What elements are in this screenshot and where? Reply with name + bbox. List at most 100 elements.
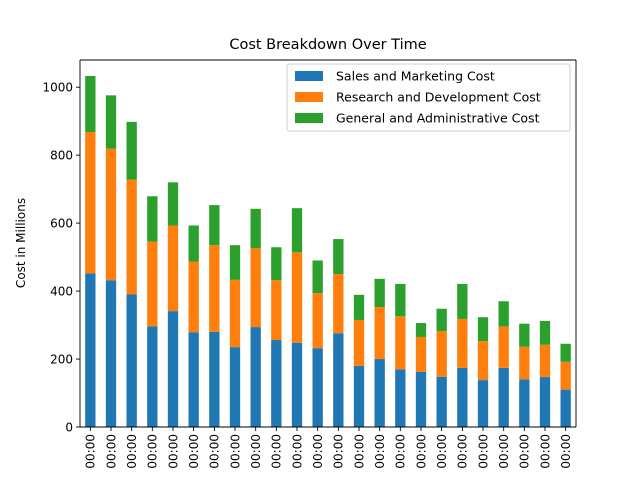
legend-swatch-1 (295, 71, 323, 81)
bar-series1-18 (436, 376, 447, 427)
bar-series1-10 (271, 340, 282, 427)
bar-series2-10 (271, 280, 282, 341)
bar-series1-14 (353, 365, 365, 427)
legend: Sales and Marketing Cost Research and Dev… (286, 63, 571, 132)
bar-series1-23 (539, 377, 551, 427)
y-tick-label-6: 1000 (42, 80, 73, 94)
bar-series1-16 (395, 369, 406, 427)
bar-series3-5 (167, 182, 179, 226)
bar-series3-9 (250, 208, 261, 249)
x-tick-label-21: 00:00 (497, 434, 511, 469)
bar-series3-3 (126, 121, 137, 180)
bar-series2-20 (477, 341, 489, 381)
bar-series1-8 (229, 347, 241, 427)
x-tick-label-24: 00:00 (559, 434, 573, 469)
bar-series2-19 (457, 318, 468, 368)
bar-series2-3 (126, 179, 137, 295)
bar-series2-4 (147, 241, 158, 327)
legend-label-1: Sales and Marketing Cost (336, 69, 495, 84)
bar-series1-11 (291, 342, 303, 427)
bar-series3-16 (395, 283, 406, 317)
y-tick-label-1: 0 (65, 420, 73, 434)
bar-series1-9 (250, 327, 261, 427)
bar-series2-22 (519, 346, 530, 380)
bars-layer (85, 75, 571, 427)
bar-series1-3 (126, 294, 137, 427)
legend-frame (286, 63, 571, 132)
x-tick-label-12: 00:00 (311, 434, 325, 469)
bar-series3-7 (209, 205, 220, 246)
bar-series3-15 (374, 278, 385, 308)
bar-series2-9 (250, 248, 261, 328)
bar-series3-8 (229, 245, 241, 280)
x-tick-label-16: 00:00 (394, 434, 408, 469)
x-tick-label-10: 00:00 (270, 434, 284, 469)
bar-series1-21 (498, 367, 509, 427)
bar-series2-5 (167, 225, 179, 312)
bar-series1-15 (374, 359, 385, 427)
bar-series3-23 (539, 320, 551, 345)
bar-series1-20 (477, 380, 489, 427)
bar-series1-7 (209, 331, 220, 427)
bar-series2-6 (188, 261, 199, 333)
bar-series2-21 (498, 326, 509, 368)
bar-series2-24 (560, 361, 571, 390)
bar-series2-2 (105, 148, 117, 281)
bar-series1-6 (188, 332, 199, 427)
bar-series2-14 (353, 319, 365, 366)
bar-series2-17 (415, 336, 427, 372)
bar-series1-5 (167, 311, 179, 427)
x-tick-label-13: 00:00 (332, 434, 346, 469)
bar-series3-18 (436, 308, 447, 332)
bar-series2-8 (229, 279, 241, 348)
bar-series2-7 (209, 245, 220, 332)
bar-series1-19 (457, 367, 468, 427)
x-tick-label-1: 00:00 (84, 434, 98, 469)
bar-series2-1 (85, 132, 96, 274)
x-tick-label-5: 00:00 (166, 434, 180, 469)
x-tick-label-17: 00:00 (414, 434, 428, 469)
bar-series3-12 (312, 260, 323, 294)
x-tick-label-9: 00:00 (249, 434, 263, 469)
bar-series1-22 (519, 379, 530, 427)
x-tick-label-22: 00:00 (518, 434, 532, 469)
x-tick-label-15: 00:00 (373, 434, 387, 469)
y-tick-label-3: 400 (50, 284, 73, 298)
bar-series3-24 (560, 343, 571, 362)
legend-label-2: Research and Development Cost (336, 90, 541, 105)
bar-series2-11 (291, 252, 303, 343)
bar-series2-13 (333, 274, 344, 334)
x-tick-label-8: 00:00 (228, 434, 242, 469)
y-tick-label-2: 200 (50, 352, 73, 366)
x-tick-label-14: 00:00 (352, 434, 366, 469)
bar-series3-17 (415, 323, 427, 337)
bar-series3-6 (188, 225, 199, 262)
axes-frame (79, 59, 577, 428)
bar-series1-17 (415, 371, 427, 427)
bar-series3-22 (519, 323, 530, 347)
bar-series2-18 (436, 331, 447, 377)
x-tick-label-11: 00:00 (290, 434, 304, 469)
x-tick-label-3: 00:00 (125, 434, 139, 469)
x-tick-label-19: 00:00 (456, 434, 470, 469)
bar-series3-21 (498, 301, 509, 327)
x-tick-label-6: 00:00 (187, 434, 201, 469)
bar-series1-24 (560, 389, 571, 427)
bar-series3-20 (477, 317, 489, 342)
x-tick-label-20: 00:00 (476, 434, 490, 469)
y-axis-ticks: 0 200 400 600 800 1000 (42, 80, 80, 434)
bar-series3-10 (271, 247, 282, 281)
y-tick-label-5: 800 (50, 148, 73, 162)
bar-series2-15 (374, 307, 385, 360)
bar-series3-11 (291, 208, 303, 253)
bar-series3-14 (353, 294, 365, 320)
bar-series3-1 (85, 75, 96, 133)
x-tick-label-2: 00:00 (104, 434, 118, 469)
x-tick-label-7: 00:00 (208, 434, 222, 469)
y-tick-label-4: 600 (50, 216, 73, 230)
chart-title: Cost Breakdown Over Time (229, 37, 426, 53)
bar-series2-23 (539, 344, 551, 378)
bar-series1-13 (333, 333, 344, 427)
y-axis-label: Cost in Millions (14, 198, 28, 288)
